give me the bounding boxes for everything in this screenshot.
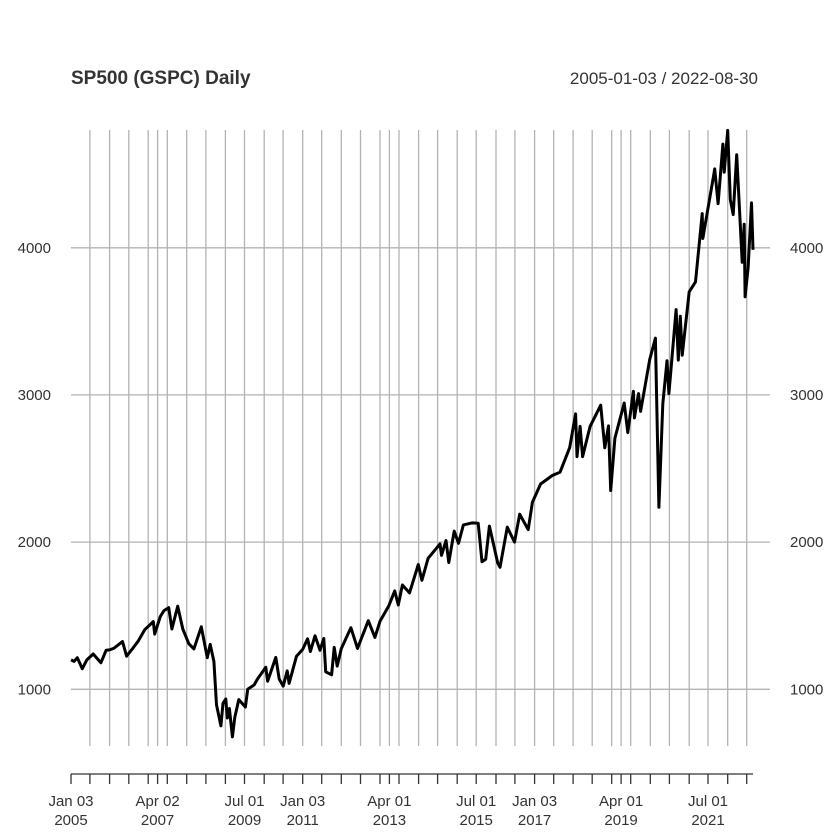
x-tick-label: 2005 [54,812,87,829]
x-tick-label: 2009 [228,812,261,829]
x-tick-label: 2007 [141,812,174,829]
x-tick-label: 2011 [287,812,319,829]
x-tick-label: 2015 [460,812,493,829]
x-tick-label: Apr 01 [367,793,411,810]
y-tick-label: 1000 [18,681,51,698]
y-tick-label: 4000 [18,240,51,257]
y-tick-label: 2000 [790,534,823,551]
x-tick-label: Apr 02 [135,793,179,810]
x-tick-label: 2017 [518,812,551,829]
x-tick-label: Jul 01 [224,793,264,810]
y-tick-label: 3000 [18,387,51,404]
x-tick-label: 2013 [373,812,406,829]
chart-title: SP500 (GSPC) Daily [71,68,251,89]
x-tick-label: Jul 01 [456,793,496,810]
y-axis-labels-left: 1000 2000 3000 4000 [18,240,51,698]
y-axis-labels-right: 1000 2000 3000 4000 [790,240,823,698]
x-tick-label: Jan 03 [48,793,93,810]
x-axis: Jan 03 2005 Apr 02 2007 Jul 01 2009 Jan 03 2011… [48,773,753,829]
x-tick-label: 2019 [604,812,637,829]
series-line [70,128,755,739]
series-group [70,128,755,739]
date-range-label: 2005-01-03 / 2022-08-30 [570,69,758,88]
vertical-gridlines [89,130,748,746]
x-tick-label: Jan 03 [512,793,557,810]
horizontal-gridlines [71,247,770,690]
x-tick-label: Apr 01 [599,793,643,810]
x-tick-label: 2021 [691,812,724,829]
y-tick-label: 2000 [18,534,51,551]
x-tick-label: Jan 03 [280,793,325,810]
y-tick-label: 3000 [790,387,823,404]
x-tick-label: Jul 01 [688,793,728,810]
y-tick-label: 1000 [790,681,823,698]
y-tick-label: 4000 [790,240,823,257]
